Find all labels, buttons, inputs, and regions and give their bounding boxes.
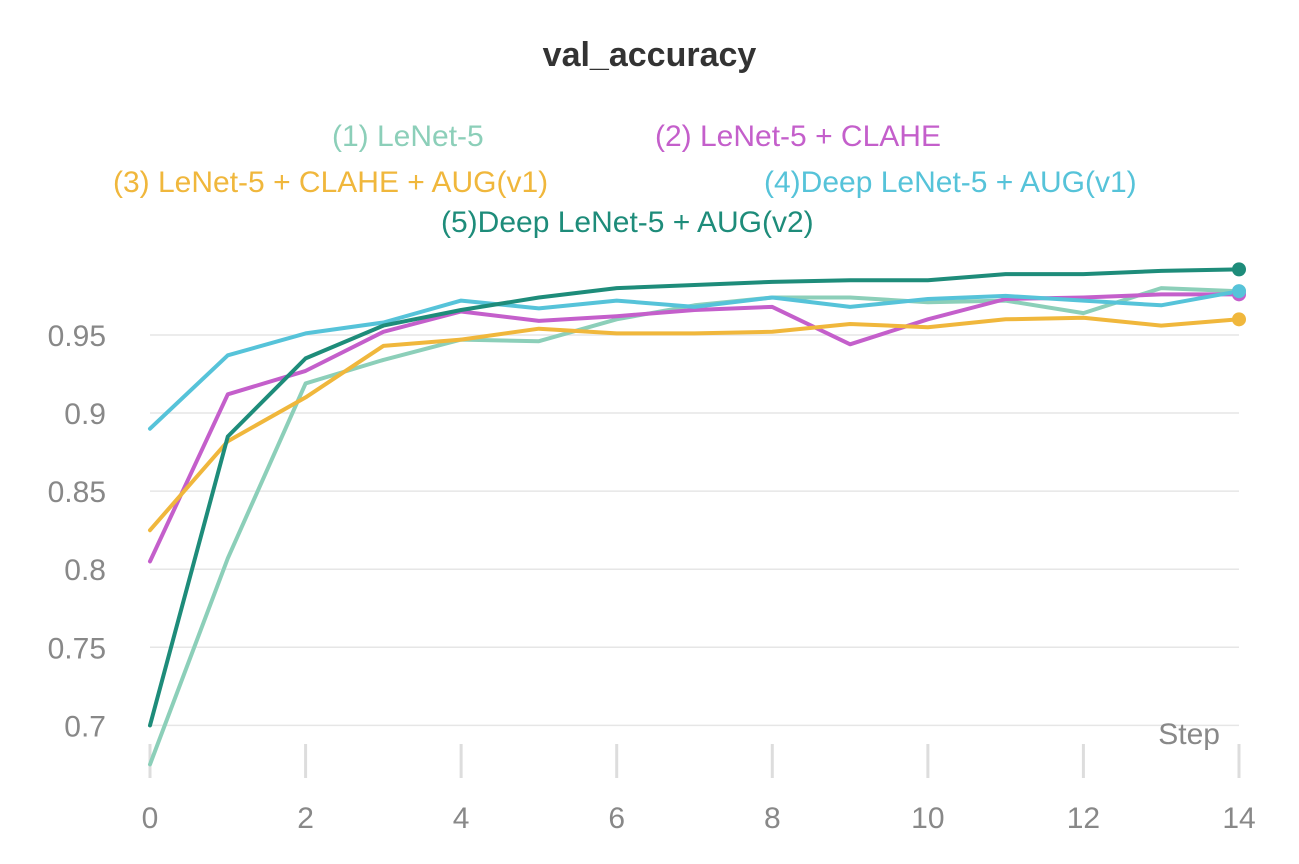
x-tick-label: 12	[1067, 802, 1100, 835]
series-end-marker-5[interactable]	[1232, 262, 1246, 277]
legend-item-series-4[interactable]: (4)Deep LeNet-5 + AUG(v1)	[764, 166, 1137, 199]
series-line-3[interactable]	[148, 315, 1241, 533]
legend-item-series-1[interactable]: (1) LeNet-5	[332, 120, 484, 153]
legend-item-series-5[interactable]: (5)Deep LeNet-5 + AUG(v2)	[441, 206, 814, 239]
x-axis-ticks: 0 2 4 6 8 10 12 14	[142, 744, 1256, 835]
y-tick-label: 0.95	[48, 320, 106, 353]
y-tick-label: 0.8	[64, 554, 106, 587]
x-tick-label: 10	[911, 802, 944, 835]
series-line-1[interactable]	[148, 286, 1241, 767]
y-tick-label: 0.85	[48, 476, 106, 509]
y-axis-ticks: 0.7 0.75 0.8 0.85 0.9 0.95	[48, 320, 106, 743]
x-tick-label: 14	[1222, 802, 1255, 835]
x-tick-label: 8	[764, 802, 781, 835]
x-tick-label: 0	[142, 802, 159, 835]
legend-item-series-2[interactable]: (2) LeNet-5 + CLAHE	[655, 120, 941, 153]
series-line-5[interactable]	[148, 267, 1241, 728]
x-axis-label: Step	[1158, 718, 1220, 751]
y-tick-label: 0.9	[64, 398, 106, 431]
chart-title: val_accuracy	[542, 36, 757, 74]
series-end-marker-3[interactable]	[1232, 312, 1246, 327]
series-end-marker-4[interactable]	[1232, 284, 1246, 299]
x-tick-label: 2	[297, 802, 314, 835]
legend-item-series-3[interactable]: (3) LeNet-5 + CLAHE + AUG(v1)	[113, 166, 549, 199]
y-tick-label: 0.7	[64, 710, 106, 743]
x-tick-label: 4	[453, 802, 470, 835]
series-lines	[148, 267, 1241, 767]
series-line-4[interactable]	[148, 289, 1241, 431]
y-tick-label: 0.75	[48, 632, 106, 665]
series-end-markers	[1232, 262, 1246, 327]
x-tick-label: 6	[608, 802, 625, 835]
